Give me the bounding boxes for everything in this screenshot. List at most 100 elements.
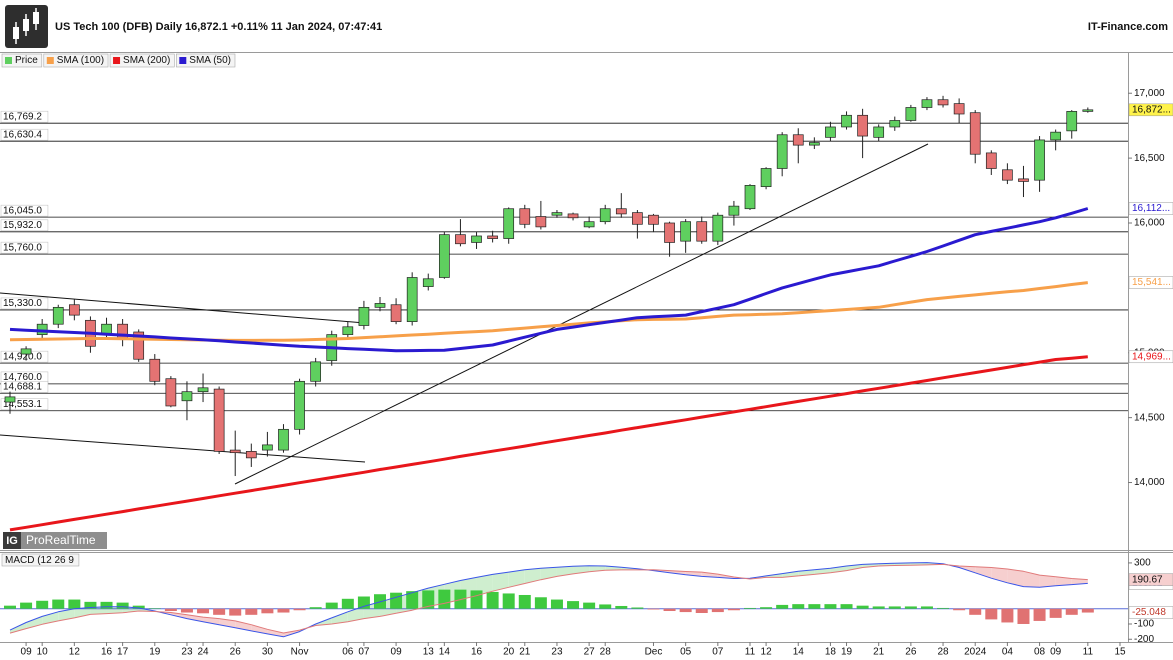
histogram-bar xyxy=(615,605,628,609)
histogram-bar xyxy=(1001,608,1014,623)
candle-body xyxy=(744,185,756,210)
candle-body xyxy=(455,234,466,245)
last-value-box xyxy=(1128,573,1173,586)
candle-body xyxy=(792,134,804,146)
x-tick-label: 28 xyxy=(937,647,949,658)
last-value-box xyxy=(1128,276,1173,289)
histogram-bar xyxy=(840,604,853,609)
histogram-bar xyxy=(68,599,81,609)
level-label-box xyxy=(0,219,49,232)
candle-body xyxy=(149,358,161,382)
x-tick-label: 28 xyxy=(600,647,612,658)
y-tick-label: 16,500 xyxy=(1134,153,1165,164)
histogram-bar xyxy=(341,598,354,609)
panel-title-box xyxy=(1,553,80,567)
candle-body xyxy=(583,221,595,228)
macd-panel: MACD (12 26 9 xyxy=(0,553,1128,638)
x-tick-label: 27 xyxy=(584,647,596,658)
candle-body xyxy=(985,152,997,169)
candle-body xyxy=(1082,109,1094,112)
histogram-bar xyxy=(920,606,933,609)
candle-body xyxy=(969,112,981,155)
app-icon xyxy=(5,5,48,48)
histogram-bar xyxy=(631,607,644,609)
histogram-bar xyxy=(148,608,161,609)
histogram-bar xyxy=(4,605,16,609)
legend-label: SMA (200) xyxy=(123,55,170,66)
legend-swatch xyxy=(5,57,12,64)
histogram-bar xyxy=(164,608,177,612)
indicator-lines xyxy=(9,207,1089,532)
histogram-bar xyxy=(550,599,563,609)
candle-body xyxy=(953,103,965,115)
level-label: 14,688.1 xyxy=(3,381,42,392)
histogram-bar xyxy=(277,608,290,613)
candle-body xyxy=(535,216,547,228)
candle-body xyxy=(4,396,16,403)
histogram-bar xyxy=(647,608,660,610)
candle-body xyxy=(889,120,901,128)
x-tick-label: 2024 xyxy=(964,647,987,658)
level-label: 14,760.0 xyxy=(3,372,42,383)
candle-body xyxy=(358,306,370,326)
histogram-bar xyxy=(229,608,242,616)
x-tick-label: 23 xyxy=(551,647,563,658)
candle-body xyxy=(1066,111,1078,132)
macd-fill xyxy=(203,617,220,625)
histogram-bar xyxy=(776,604,789,609)
histogram-bar xyxy=(406,591,419,609)
candle-body xyxy=(1002,169,1013,181)
histogram-bar xyxy=(808,604,821,609)
histogram-bar xyxy=(213,608,226,615)
x-tick-label: 21 xyxy=(873,647,885,658)
macd-fill xyxy=(251,624,268,634)
x-tick-label: 24 xyxy=(197,647,209,658)
candle-body xyxy=(519,208,531,225)
histogram-bar xyxy=(132,605,145,609)
legend-swatch xyxy=(46,57,54,64)
y-tick-label: 14,500 xyxy=(1134,412,1165,423)
candle-body xyxy=(52,306,64,325)
legend-label: SMA (100) xyxy=(57,55,104,66)
candle-body xyxy=(438,234,450,278)
candle-body xyxy=(245,451,257,459)
candle-body xyxy=(68,304,80,316)
x-tick-label: Nov xyxy=(291,647,309,658)
x-tick-label: 26 xyxy=(905,647,917,658)
macd-fill xyxy=(492,572,509,592)
histogram-bar xyxy=(293,608,306,611)
candle-body xyxy=(197,387,209,393)
candle-body xyxy=(632,212,643,225)
x-tick-label: 16 xyxy=(471,647,483,658)
macd-fill xyxy=(701,572,718,578)
histogram-bar xyxy=(486,591,499,609)
candle-body xyxy=(680,221,692,242)
candle-body xyxy=(374,303,386,308)
x-tick-label: 09 xyxy=(21,647,33,658)
candle-body xyxy=(165,378,177,407)
x-tick-label: 21 xyxy=(519,647,531,658)
macd-fill xyxy=(219,618,236,628)
histogram-bar xyxy=(663,608,676,612)
macd-fill xyxy=(10,622,27,634)
logo: IG xyxy=(6,535,18,547)
candle-body xyxy=(808,142,820,146)
histogram-bar xyxy=(245,608,258,615)
level-label-box xyxy=(0,297,49,310)
legend-swatch xyxy=(179,57,187,64)
x-tick-label: 16 xyxy=(101,647,113,658)
level-label: 15,330.0 xyxy=(3,298,42,309)
x-tick-label: 13 xyxy=(423,647,435,658)
candle-body xyxy=(760,168,772,188)
candle-body xyxy=(1034,139,1045,181)
x-tick-label: 11 xyxy=(1083,647,1094,658)
histogram-bar xyxy=(744,607,756,609)
x-tick-label: 04 xyxy=(1002,647,1014,658)
candle-body xyxy=(262,444,273,451)
series-line xyxy=(9,563,1088,634)
candle-body xyxy=(1050,131,1062,141)
x-tick-label: 23 xyxy=(181,647,193,658)
candle-body xyxy=(664,222,675,243)
y-tick-label: 300 xyxy=(1134,558,1151,569)
